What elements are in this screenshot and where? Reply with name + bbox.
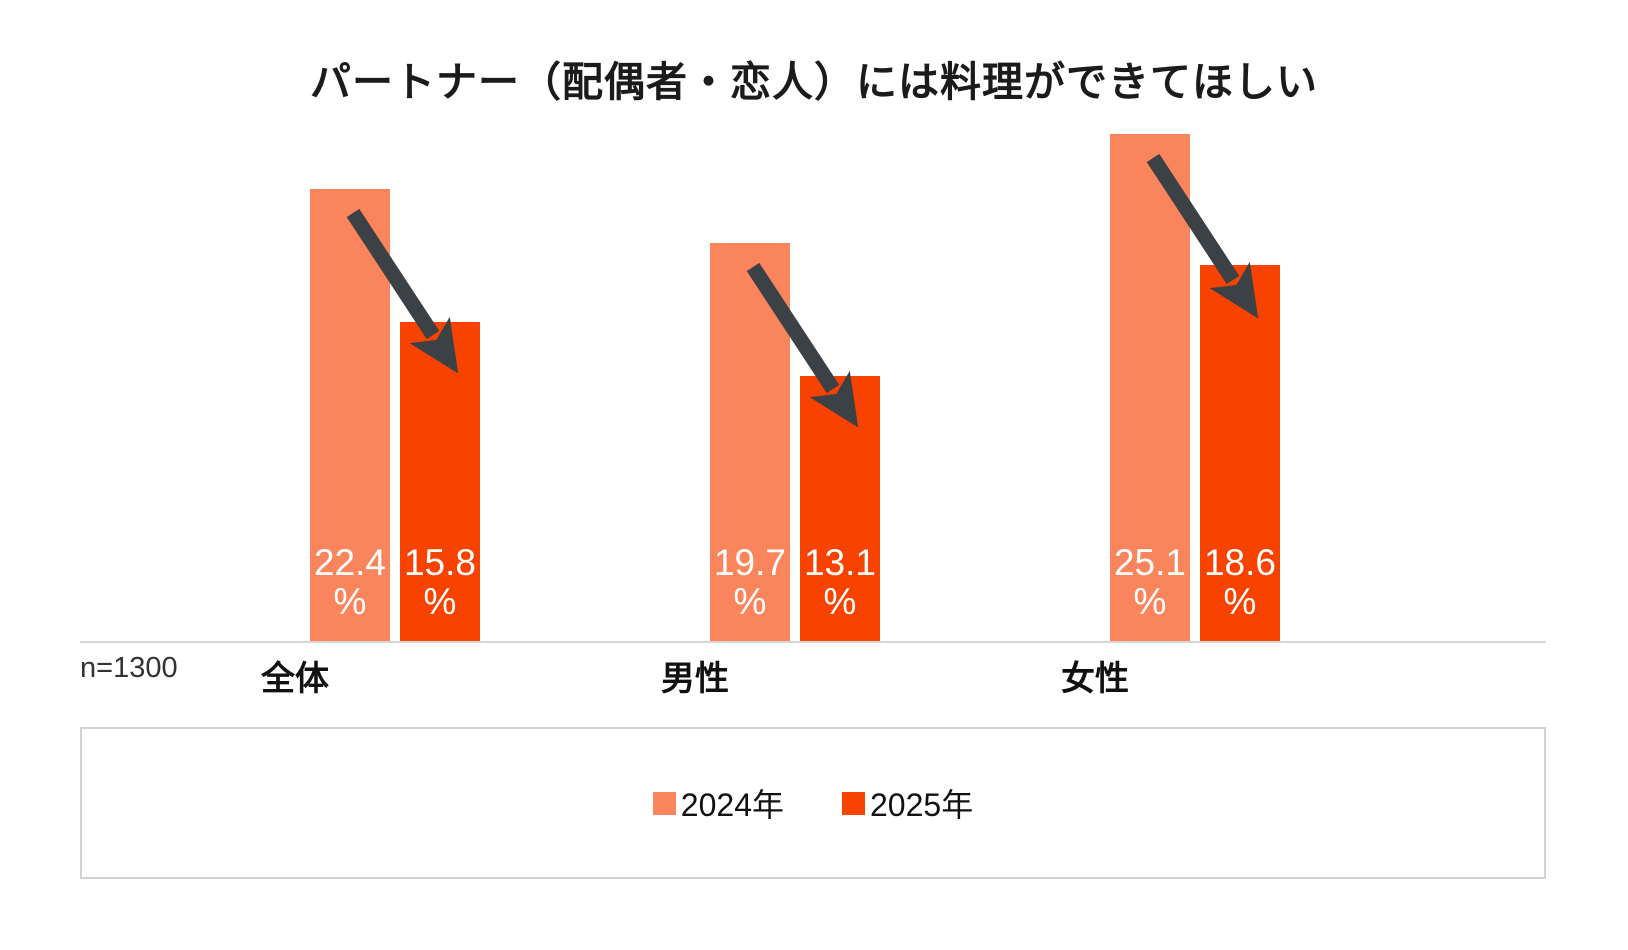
legend-label-2024: 2024年 [680,787,784,823]
bar-group-josei: 25.1 % 18.6 % [1110,133,1280,641]
bar-2024-josei: 25.1 % [1110,133,1190,641]
sample-size-label: n=1300 [80,652,178,684]
bar-2024-zentai: 22.4 % [310,188,390,641]
legend-box: 2024年 2025年 [80,727,1546,879]
bar-2025-josei: 18.6 % [1200,265,1280,641]
category-label-zentai: 全体 [261,660,329,698]
bar-value-suffix: % [733,580,767,622]
bar-value-suffix: % [333,580,367,622]
plot-area: 22.4 % 15.8 % [80,133,1546,698]
bar-value: 18.6 [1203,542,1276,584]
bar-value-label: 22.4 % [310,542,390,622]
chart-title: パートナー（配偶者・恋人）には料理ができてほしい [310,59,1318,105]
bar-2025-zentai: 15.8 % [400,321,480,641]
bar-2024-dansei: 19.7 % [710,243,790,641]
bar-value-suffix: % [1223,580,1257,622]
bar-value: 15.8 [403,542,476,584]
bar-value-label: 13.1 % [800,542,880,622]
bar-value-suffix: % [823,580,857,622]
bar-value: 22.4 [313,542,386,584]
legend-swatch-2025-icon [842,791,865,815]
legend-swatch-2024-icon [652,791,676,815]
legend-label-2025: 2025年 [870,787,974,823]
category-label-dansei: 男性 [661,660,729,698]
bar-value-suffix: % [1133,580,1167,622]
bar-value: 25.1 [1113,542,1186,584]
category-label-josei: 女性 [1061,660,1129,698]
bar-value: 19.7 [713,542,786,584]
bar-value-label: 19.7 % [710,542,790,622]
legend-item-2025: 2025年 [842,780,973,826]
bar-group-zentai: 22.4 % 15.8 % [310,134,480,641]
bar-value: 13.1 [803,542,876,584]
bar-value-label: 18.6 % [1200,542,1280,622]
bar-value-label: 15.8 % [400,542,480,622]
bar-group-dansei: 19.7 % 13.1 % [710,134,880,641]
legend-item-2024: 2024年 [652,780,784,826]
bar-value-suffix: % [423,580,457,622]
bar-value-label: 25.1 % [1110,542,1190,622]
bar-2025-dansei: 13.1 % [800,376,880,641]
